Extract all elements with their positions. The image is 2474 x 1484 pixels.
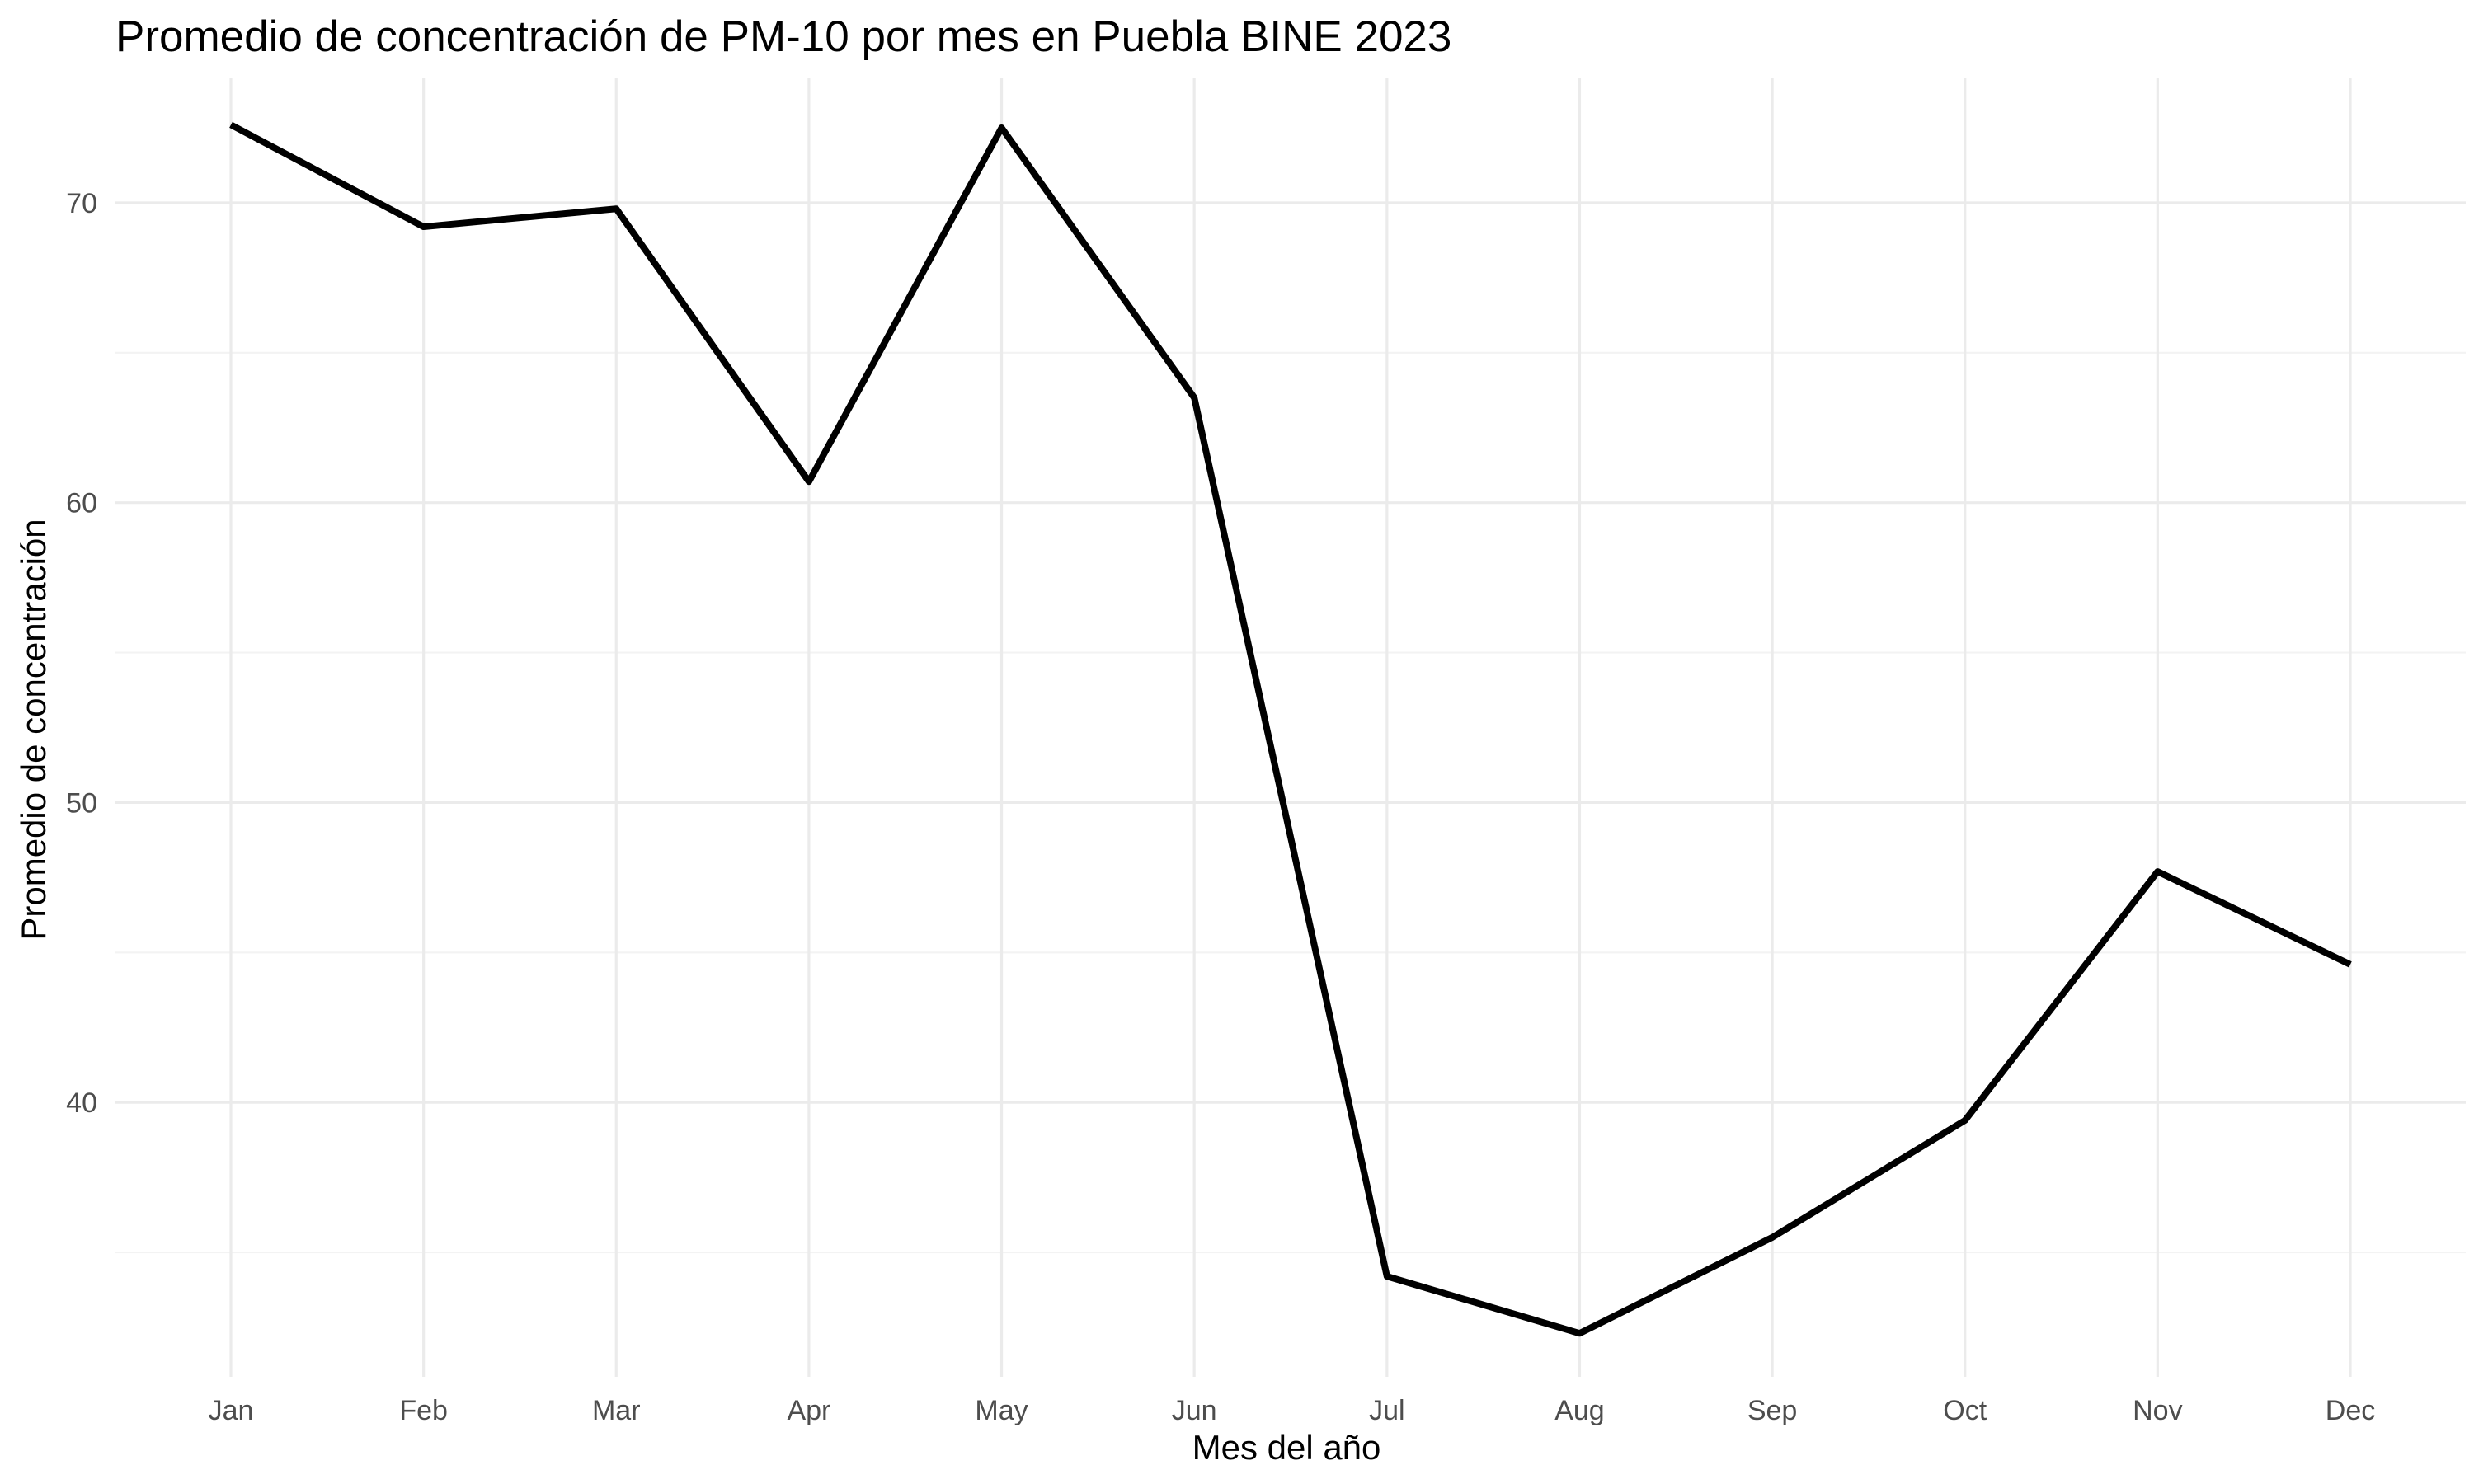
- y-tick-labels: 40 50 60 70: [66, 188, 97, 1119]
- x-tick-label: Jul: [1369, 1395, 1404, 1426]
- x-tick-label: Apr: [787, 1395, 830, 1426]
- x-tick-label: Mar: [592, 1395, 641, 1426]
- y-tick-label: 50: [66, 787, 97, 819]
- y-tick-label: 60: [66, 488, 97, 519]
- series-line: [229, 121, 2352, 1337]
- x-tick-label: Oct: [1943, 1395, 1987, 1426]
- grid-layer: [115, 78, 2466, 1377]
- y-tick-label: 40: [66, 1087, 97, 1119]
- x-tick-labels: Jan Feb Mar Apr May Jun Jul Aug Sep Oct Nov Dec: [209, 1395, 2376, 1426]
- x-tick-label: Aug: [1554, 1395, 1605, 1426]
- x-tick-label: May: [975, 1395, 1028, 1426]
- y-axis-title: Promedio de concentración: [14, 519, 53, 940]
- y-tick-label: 70: [66, 188, 97, 219]
- chart-title: Promedio de concentración de PM-10 por m…: [115, 12, 1451, 61]
- series-layer: [229, 121, 2352, 1337]
- x-axis-title: Mes del año: [1192, 1428, 1381, 1467]
- x-tick-label: Dec: [2326, 1395, 2375, 1426]
- x-tick-label: Sep: [1747, 1395, 1798, 1426]
- x-tick-label: Feb: [399, 1395, 448, 1426]
- x-tick-label: Jun: [1172, 1395, 1217, 1426]
- x-tick-label: Nov: [2133, 1395, 2182, 1426]
- x-tick-label: Jan: [209, 1395, 254, 1426]
